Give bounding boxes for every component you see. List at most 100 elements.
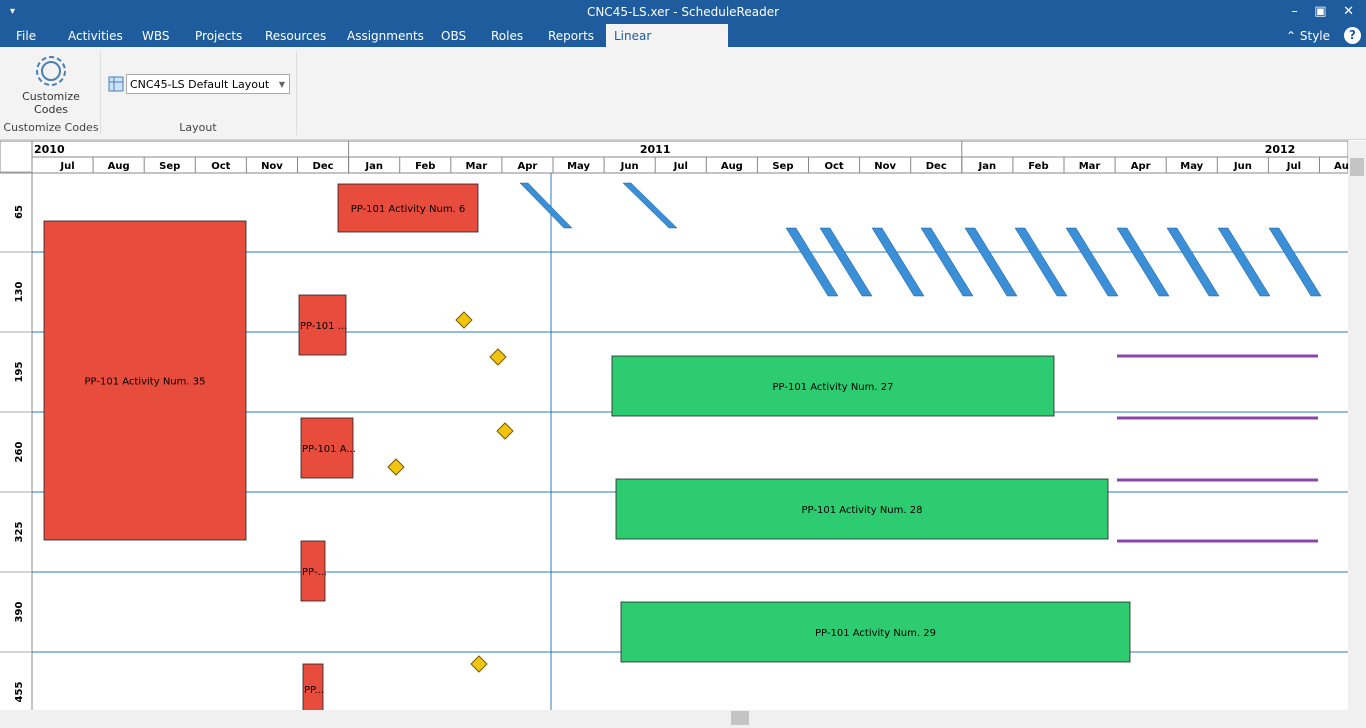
month-label: Mar: [466, 161, 488, 172]
activity-label: PP-101 Activity Num. 28: [802, 505, 923, 516]
month-label: May: [567, 161, 590, 172]
month-label: Aug: [1334, 161, 1356, 172]
year-label: 2010: [34, 143, 65, 156]
window-title: CNC45-LS.xer - ScheduleReader: [586, 5, 780, 19]
row-label: 325: [14, 522, 25, 543]
month-label: Mar: [1079, 161, 1101, 172]
month-label: Jul: [1286, 161, 1301, 172]
row-label: 260: [14, 442, 25, 463]
activity-label: PP-101 Activity Num. 35: [85, 377, 206, 388]
month-label: Dec: [313, 161, 334, 172]
customize-icon: [36, 56, 66, 86]
milestone-diamond: [387, 458, 405, 476]
month-label: Jan: [364, 161, 383, 172]
window-controls[interactable]: – ▣ ✕: [1291, 4, 1354, 19]
layout-dropdown[interactable]: CNC45-LS Default Layout ▼: [126, 74, 290, 94]
menu-tab[interactable]: Assignments: [347, 29, 424, 43]
group-label: Customize Codes: [3, 121, 99, 134]
year-label: 2012: [1265, 143, 1296, 156]
month-label: Jan: [978, 161, 997, 172]
month-label: Jul: [59, 161, 74, 172]
style-label: Style: [1299, 29, 1331, 43]
activity-label: PP-101 Activity Num. 29: [815, 628, 936, 639]
milestone-diamond: [496, 422, 514, 440]
milestone-diamond: [455, 311, 473, 329]
menu-tab[interactable]: Resources: [265, 29, 327, 43]
progress-diagonal: [1065, 227, 1119, 297]
quick-access[interactable]: ▾: [10, 6, 16, 17]
month-label: Sep: [159, 161, 180, 172]
scroll-thumb[interactable]: [731, 711, 749, 725]
row-label: 195: [14, 362, 25, 383]
menu-tab[interactable]: File: [16, 29, 37, 43]
month-label: Aug: [108, 161, 130, 172]
help-button[interactable]: ?: [1344, 27, 1361, 44]
scroll-thumb[interactable]: [1350, 158, 1364, 176]
month-label: Oct: [824, 161, 843, 172]
month-label: Jul: [673, 161, 688, 172]
activity-bar: [611, 355, 1055, 417]
progress-diagonal: [819, 227, 873, 297]
month-label: Oct: [211, 161, 230, 172]
activity-label: PP-101 Activity Num. 6: [351, 204, 466, 215]
activity-bar: [300, 540, 326, 602]
layout-icon: [108, 76, 124, 92]
progress-diagonal: [785, 227, 839, 297]
progress-diagonal: [1268, 227, 1322, 297]
menu-tab[interactable]: OBS: [441, 29, 467, 43]
row-label: 390: [14, 602, 25, 623]
menu-bar: ⌃ Style ? File Activities WBS Projects Resou…: [0, 24, 1366, 67]
activity-bar: [620, 601, 1131, 663]
progress-diagonal: [622, 182, 678, 229]
menu-tab[interactable]: Projects: [195, 29, 243, 43]
progress-diagonal: [1217, 227, 1271, 297]
milestone-diamond: [470, 655, 488, 673]
activity-label: PP-101 A...: [302, 444, 356, 455]
progress-diagonal: [519, 182, 573, 229]
activity-label: PP...: [304, 685, 324, 696]
year-label: 2011: [640, 143, 671, 156]
activity-bar: [298, 294, 347, 356]
ribbon: Customize Codes Customize Codes CNC45-LS…: [0, 47, 1366, 140]
activity-label: PP-101 Activity Num. 27: [773, 382, 894, 393]
month-label: May: [1180, 161, 1203, 172]
menu-tab[interactable]: Roles: [491, 29, 524, 43]
activity-bar: [615, 478, 1109, 540]
row-label: 455: [14, 682, 25, 703]
dropdown-value: CNC45-LS Default Layout: [130, 78, 270, 91]
activity-bar: [337, 183, 479, 233]
month-label: Nov: [874, 161, 896, 172]
customize-button[interactable]: Customize Codes: [22, 90, 80, 116]
month-label: Sep: [772, 161, 793, 172]
month-label: Apr: [1131, 161, 1151, 172]
separator: [100, 51, 101, 135]
vertical-scrollbar: [1348, 141, 1366, 710]
progress-diagonal: [1014, 227, 1068, 297]
activity-label: PP-101 ...: [300, 321, 347, 332]
row-label: 130: [14, 282, 25, 303]
menu-tab[interactable]: WBS: [142, 29, 170, 43]
month-label: Dec: [926, 161, 947, 172]
menu-tab[interactable]: Reports: [548, 29, 595, 43]
milestone-diamond: [489, 348, 507, 366]
group-label: Layout: [179, 121, 217, 134]
activity-label: PP-...: [302, 567, 327, 578]
menu-tab[interactable]: Activities: [68, 29, 123, 43]
style-menu[interactable]: ⌃ Style: [1286, 29, 1331, 43]
month-label: Nov: [261, 161, 283, 172]
progress-diagonal: [1116, 227, 1170, 297]
progress-diagonal: [920, 227, 974, 297]
activity-bar: [43, 220, 247, 541]
progress-diagonal: [964, 227, 1018, 297]
horizontal-scrollbar: [0, 710, 1366, 728]
month-label: Feb: [415, 161, 435, 172]
progress-diagonal: [1166, 227, 1220, 297]
month-label: Aug: [721, 161, 743, 172]
month-label: Jun: [1233, 161, 1252, 172]
month-label: Feb: [1028, 161, 1048, 172]
row-label: 65: [14, 205, 25, 219]
activity-bar: [300, 417, 354, 479]
separator: [296, 51, 297, 135]
